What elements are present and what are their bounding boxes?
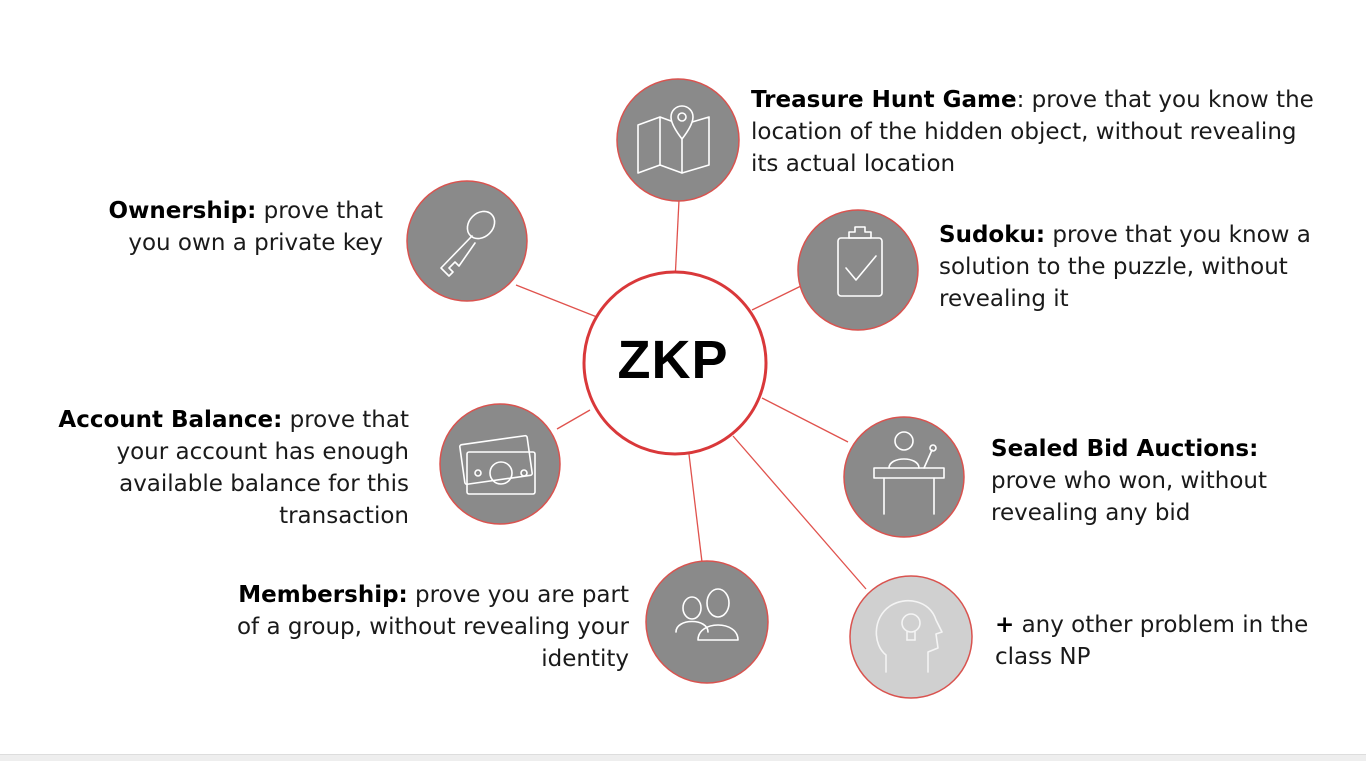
ownership-term: Ownership: bbox=[108, 198, 257, 224]
connector-balance bbox=[556, 409, 591, 430]
treasure-text: : prove that you know the location of th… bbox=[751, 87, 1314, 177]
center-label: ZKP bbox=[617, 330, 729, 390]
membership-term: Membership: bbox=[238, 582, 408, 608]
clipboard-check-icon bbox=[837, 226, 883, 297]
zkp-center-circle bbox=[582, 270, 768, 456]
membership-node bbox=[645, 560, 769, 684]
other-text: any other problem in the class NP bbox=[995, 612, 1309, 670]
connector-sudoku bbox=[751, 285, 802, 311]
banknote-icon bbox=[459, 434, 536, 495]
other-node bbox=[849, 575, 973, 699]
ownership-node bbox=[406, 180, 528, 302]
connector-treasure bbox=[674, 199, 680, 282]
key-icon bbox=[440, 210, 496, 277]
sudoku-text: prove that you know a solution to the pu… bbox=[939, 222, 1311, 312]
map-pin-icon bbox=[637, 105, 710, 174]
ownership-desc: Ownership: prove that you own a private … bbox=[60, 195, 383, 259]
ownership-text: prove that you own a private key bbox=[128, 198, 383, 256]
balance-node bbox=[439, 403, 561, 525]
other-desc: + any other problem in the class NP bbox=[995, 609, 1335, 673]
treasure-desc: Treasure Hunt Game: prove that you know … bbox=[751, 84, 1321, 180]
connector-ownership bbox=[515, 284, 603, 320]
auction-term: Sealed Bid Auctions: bbox=[991, 436, 1259, 462]
sudoku-node bbox=[797, 209, 919, 331]
treasure-node bbox=[616, 78, 740, 202]
membership-desc: Membership: prove you are part of a grou… bbox=[220, 579, 629, 675]
bottom-border bbox=[0, 754, 1366, 761]
connector-other bbox=[732, 435, 867, 590]
connector-auction bbox=[761, 397, 849, 443]
balance-text: prove that your account has enough avail… bbox=[116, 407, 410, 529]
balance-term: Account Balance: bbox=[58, 407, 283, 433]
balance-desc: Account Balance: prove that your account… bbox=[20, 404, 409, 532]
speaker-podium-icon bbox=[873, 431, 945, 515]
connector-membership bbox=[687, 445, 703, 563]
membership-text: prove you are part of a group, without r… bbox=[236, 582, 629, 672]
auction-text: prove who won, without revealing any bid bbox=[991, 468, 1268, 526]
auction-desc: Sealed Bid Auctions: prove who won, with… bbox=[991, 433, 1321, 529]
sudoku-desc: Sudoku: prove that you know a solution t… bbox=[939, 219, 1351, 315]
people-icon bbox=[675, 588, 739, 641]
lightbulb-head-icon bbox=[875, 599, 943, 673]
other-term: + bbox=[995, 612, 1015, 638]
treasure-term: Treasure Hunt Game bbox=[751, 87, 1017, 113]
auction-node bbox=[843, 416, 965, 538]
sudoku-term: Sudoku: bbox=[939, 222, 1046, 248]
